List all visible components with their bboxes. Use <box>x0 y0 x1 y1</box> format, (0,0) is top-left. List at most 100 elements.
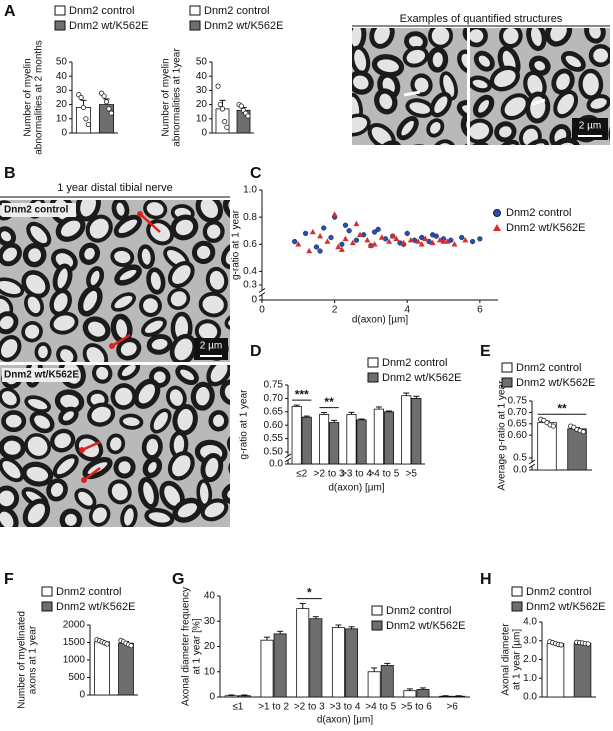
axon-profile <box>396 115 419 141</box>
axon-profile <box>142 456 163 479</box>
y-tick-label: 0.55 <box>264 433 284 444</box>
point <box>317 232 324 239</box>
y-tick-label: 0 <box>201 128 207 139</box>
legend-label: Dnm2 control <box>506 207 571 219</box>
bar <box>94 641 110 696</box>
x-tick-label: 6 <box>477 305 483 316</box>
legend-swatch <box>511 601 523 612</box>
axon-profile <box>489 65 520 92</box>
axon-profile <box>138 476 159 510</box>
point <box>353 220 360 227</box>
point <box>469 238 476 245</box>
axon-profile <box>551 68 575 95</box>
significance-label: ** <box>557 401 567 415</box>
axon-profile <box>119 413 144 430</box>
axon-profile <box>144 507 175 527</box>
panel-letter: E <box>480 343 491 360</box>
y-tick-label: 3.0 <box>523 635 537 646</box>
y-tick-label: 0.70 <box>264 393 284 404</box>
axon-profile <box>473 50 495 72</box>
axon-profile <box>526 28 547 51</box>
point <box>422 235 429 242</box>
y-tick-label: 0.60 <box>264 420 284 431</box>
point <box>419 234 425 241</box>
arrow-head <box>79 447 85 453</box>
arrow <box>81 440 101 452</box>
legend-label: Dnm2 control <box>382 357 447 369</box>
bar <box>309 618 323 698</box>
y-tick-label: 0.3 <box>243 280 257 291</box>
bar <box>319 414 330 465</box>
point <box>357 231 364 237</box>
bar <box>439 695 453 698</box>
point <box>378 234 385 240</box>
axon-profile <box>111 200 130 221</box>
axis-break <box>284 457 292 463</box>
y-tick-label: 2000 <box>63 620 86 631</box>
y-tick-label: 10 <box>196 113 208 124</box>
panel-letter: A <box>4 3 16 20</box>
axon-profile <box>190 381 215 411</box>
micrograph <box>0 200 230 362</box>
image-label-box <box>2 203 76 217</box>
axon-profile <box>472 94 495 118</box>
axon-profile <box>50 428 76 453</box>
axon-profile <box>107 479 132 505</box>
y-tick-label: 20 <box>204 641 216 652</box>
x-tick-label: ≤1 <box>232 702 243 713</box>
legend-label: Dnm2 control <box>386 605 451 617</box>
scale-label: 2 µm <box>579 121 601 132</box>
point <box>440 238 447 244</box>
y-tick-label: 2.0 <box>523 654 537 665</box>
axon-profile <box>221 241 230 270</box>
y-tick-label: 0.5 <box>513 453 527 464</box>
y-tick-label: 0 <box>251 295 257 306</box>
data-point <box>78 94 84 101</box>
y-tick-label: 0.70 <box>508 407 528 418</box>
axon-profile <box>133 378 161 409</box>
axon-profile <box>500 93 530 121</box>
legend-label: Dnm2 wt/K562E <box>526 601 605 613</box>
scale-bar-box <box>194 338 228 360</box>
micrographs: 2 µm 2 µm Dnm2 control Dnm2 wt/K562E <box>0 28 610 527</box>
point <box>309 228 316 235</box>
axon-profile <box>172 403 198 436</box>
y-axis-label: Number of myelin <box>23 58 34 136</box>
axon-profile <box>175 365 199 385</box>
axon-profile <box>208 410 229 432</box>
y-axis-label: abnormalities at 2 months <box>34 40 45 155</box>
axon-profile <box>0 277 25 298</box>
bar <box>573 642 592 698</box>
axon-profile <box>120 504 138 527</box>
axis-break <box>258 292 266 297</box>
axon-profile <box>198 291 228 318</box>
legend-swatch <box>371 605 383 616</box>
axon-profile <box>544 28 573 47</box>
bar <box>373 408 384 465</box>
x-tick-label: >3 to 4 <box>341 469 372 480</box>
panel-letter: B <box>4 165 16 182</box>
bar <box>331 627 345 698</box>
y-axis-label: abnormalities at 1year <box>172 48 183 147</box>
y-tick-label: 30 <box>204 616 216 627</box>
legend-label: Dnm2 wt/K562E <box>386 620 465 632</box>
legend-swatch <box>501 362 513 373</box>
y-tick-label: 0.75 <box>508 396 528 407</box>
x-tick-label: 2 <box>332 305 338 316</box>
y-tick-label: 1000 <box>63 655 86 666</box>
data-point <box>222 119 228 125</box>
axon-profile <box>24 395 51 413</box>
y-axis-label: at 1 year [µm] <box>512 629 523 691</box>
axon-profile <box>56 345 78 362</box>
y-tick-label: 40 <box>196 71 208 82</box>
arrow <box>403 90 421 97</box>
legend-swatch <box>54 5 66 16</box>
axon-profile <box>352 113 371 137</box>
data-point <box>83 116 89 122</box>
point <box>404 230 410 237</box>
data-point <box>550 423 556 429</box>
bar <box>224 695 238 698</box>
x-tick-label: >5 to 6 <box>401 702 432 713</box>
panel-letter: C <box>250 165 262 182</box>
y-axis-label: Number of myelinated <box>17 611 28 709</box>
